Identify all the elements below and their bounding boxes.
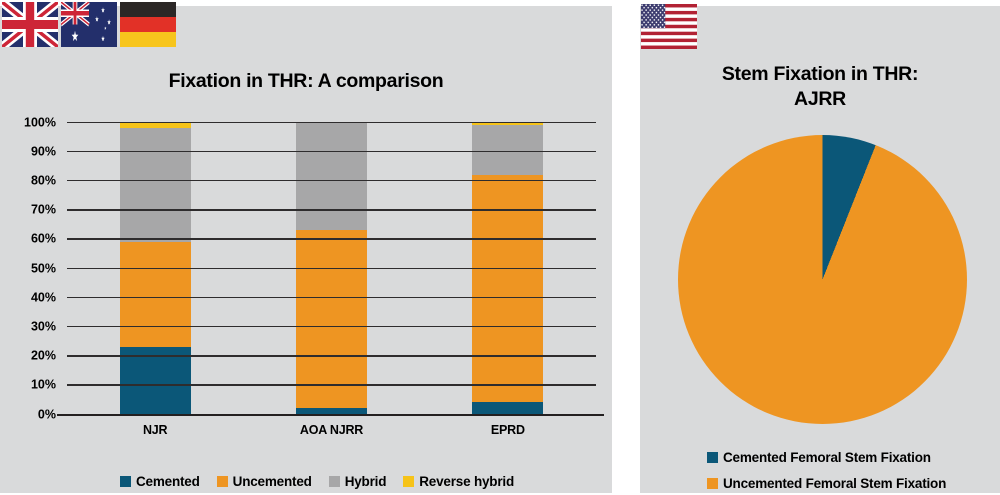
gridline (67, 238, 596, 240)
gridline (67, 267, 596, 269)
legend-swatch (119, 476, 131, 487)
legend-swatch (216, 476, 228, 487)
x-axis-line (57, 413, 604, 416)
bar-segment-reverse-hybrid (472, 122, 544, 125)
bar-segment-uncemented (472, 174, 544, 403)
bar-segment-cemented (472, 402, 544, 414)
gridline (67, 179, 596, 182)
y-tick-label: 0% (37, 406, 56, 421)
us-flag-icon (641, 4, 697, 49)
legend-label: Reverse hybrid (419, 474, 514, 489)
bar-segment-hybrid (472, 124, 544, 175)
pie-chart-legend: Cemented Femoral Stem Fixation Uncemented… (707, 450, 946, 491)
legend-label: Cemented Femoral Stem Fixation (723, 450, 931, 465)
y-tick-label: 30% (30, 319, 56, 334)
bar-segment-reverse-hybrid (119, 122, 191, 128)
registry-flags (641, 4, 697, 49)
legend-swatch (403, 476, 415, 487)
bar-segment-hybrid (119, 127, 191, 242)
gridline (67, 384, 596, 386)
bars-layer (67, 122, 596, 414)
y-tick-label: 100% (24, 114, 56, 129)
bar-cell (67, 122, 243, 414)
legend-swatch (707, 478, 718, 489)
legend-label: Hybrid (344, 474, 387, 489)
x-axis-label: EPRD (490, 423, 525, 437)
bar-segment-hybrid (295, 122, 367, 231)
bar-segment-cemented (119, 346, 191, 414)
y-tick-label: 90% (30, 143, 56, 158)
bar-chart-legend: Cemented Uncemented Hybrid Reverse hybrid (11, 474, 623, 489)
x-axis-label: NJR (142, 423, 168, 437)
bar-plot-area: NJR AOA NJRR EPRD 0% 10% 20% 30% 40% 50% 60% 70% 8… (24, 116, 604, 437)
legend-item: Reverse hybrid (403, 474, 514, 489)
legend-item: Uncemented (216, 474, 312, 489)
legend-label: Uncemented (232, 474, 312, 489)
registry-flags (2, 2, 176, 47)
bar-cell (420, 122, 596, 414)
gridline (67, 150, 596, 153)
bar-segment-uncemented (119, 241, 191, 347)
legend-label: Cemented (135, 474, 200, 489)
legend-item: Uncemented Femoral Stem Fixation (707, 476, 946, 491)
legend-swatch (707, 452, 718, 463)
y-tick-label: 60% (30, 231, 56, 246)
bar-segment-cemented (295, 408, 367, 414)
germany-flag-icon (120, 2, 176, 47)
gridline (67, 121, 596, 123)
pie-chart-title: Stem Fixation in THR: AJRR (640, 62, 1000, 111)
gridline (67, 325, 596, 328)
gridline (67, 296, 596, 299)
legend-swatch (328, 476, 340, 487)
y-tick-label: 70% (30, 202, 56, 217)
bar-cell (243, 122, 419, 414)
stacked-bar-eprd (472, 122, 544, 414)
x-axis-labels: NJR AOA NJRR EPRD (67, 423, 596, 437)
legend-label: Uncemented Femoral Stem Fixation (723, 476, 947, 491)
y-tick-label: 50% (30, 260, 56, 275)
pie-chart-title-line1: Stem Fixation in THR: (721, 63, 919, 85)
y-tick-label: 20% (30, 348, 56, 363)
australia-flag-icon (61, 2, 117, 47)
pie-chart-panel: Stem Fixation in THR: AJRR Cemented Femo… (640, 4, 1000, 493)
y-tick-label: 10% (30, 377, 56, 392)
y-tick-label: 40% (30, 289, 56, 304)
stacked-bar-aoa-njrr (295, 122, 367, 414)
bar-chart-panel: Fixation in THR: A comparison NJR AOA NJR… (0, 2, 612, 493)
pie-graphic (678, 135, 967, 424)
bar-chart-title: Fixation in THR: A comparison (168, 70, 444, 92)
gridline (67, 355, 596, 357)
legend-item: Hybrid (328, 474, 387, 489)
gridline (67, 209, 596, 211)
uk-flag-icon (2, 2, 58, 47)
stacked-bar-njr (119, 122, 191, 414)
bar-segment-uncemented (295, 230, 367, 409)
x-axis-label: AOA NJRR (299, 423, 364, 437)
legend-item: Cemented Femoral Stem Fixation (707, 450, 946, 465)
y-tick-label: 80% (30, 173, 56, 188)
pie-chart-title-line2: AJRR (794, 87, 846, 110)
legend-item: Cemented (119, 474, 200, 489)
